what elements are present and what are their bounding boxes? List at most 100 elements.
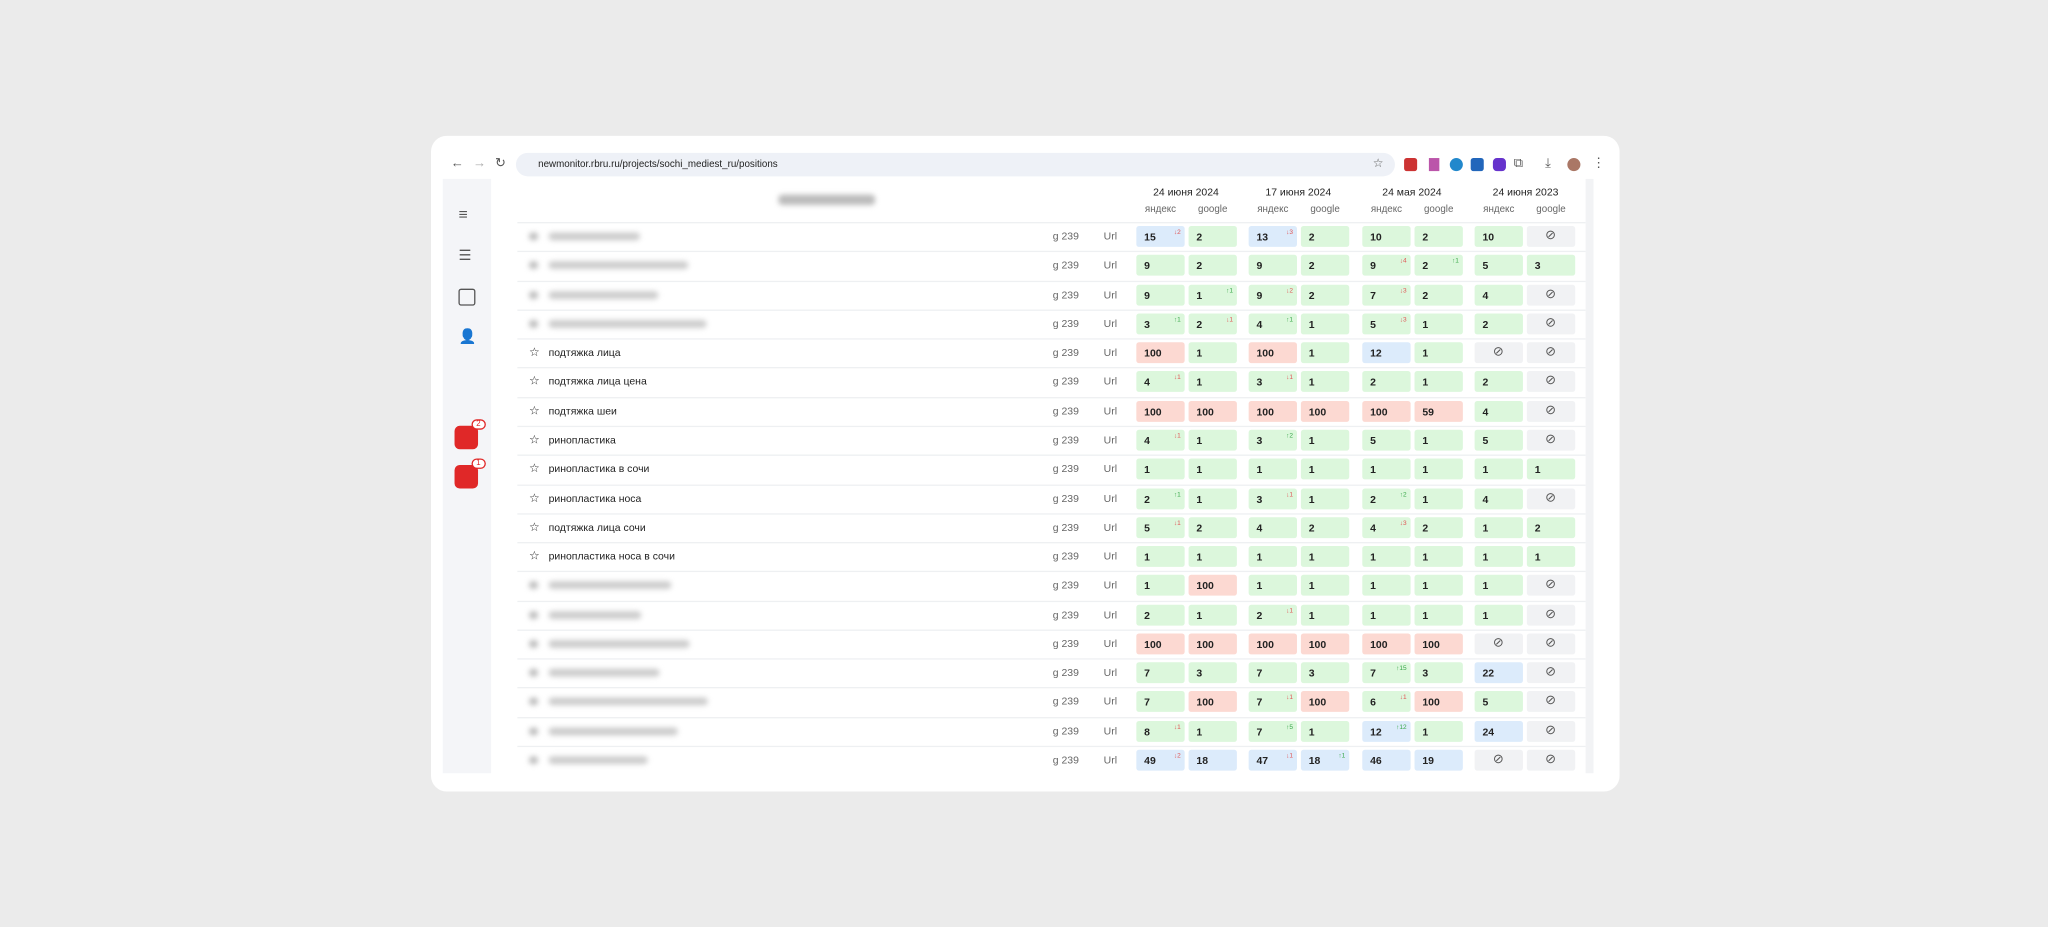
position-cell: 1 <box>1136 458 1185 480</box>
position-value: 4 <box>1370 522 1376 534</box>
star-icon[interactable]: ☆ <box>528 374 540 388</box>
empty-icon: ⊘ <box>1545 228 1557 243</box>
notification-badge[interactable]: 2 <box>454 419 486 450</box>
user-icon[interactable]: 👤 <box>458 329 477 345</box>
position-cell: 7 ↑5 <box>1248 720 1297 742</box>
blurred-keyword <box>548 698 708 706</box>
url-link[interactable]: Url <box>1103 579 1118 592</box>
position-value: 1 <box>1196 493 1203 505</box>
position-value: 100 <box>1308 405 1327 418</box>
menu-icon[interactable]: ≡ <box>458 205 468 224</box>
bookmark-star[interactable]: ☆ <box>1372 156 1384 170</box>
row-divider <box>517 542 1586 544</box>
url-link[interactable]: Url <box>1103 725 1118 737</box>
star-icon[interactable]: ☆ <box>528 549 540 563</box>
position-value: 1 <box>1482 522 1489 534</box>
star-icon[interactable]: ☆ <box>528 432 540 446</box>
url-link[interactable]: Url <box>1103 463 1118 476</box>
row-divider <box>517 367 1586 369</box>
position-value: 1 <box>1308 318 1315 331</box>
reload-button[interactable]: ↻ <box>495 156 506 172</box>
url-link[interactable]: Url <box>1103 434 1118 446</box>
position-cell: 1 <box>1474 458 1523 480</box>
position-value: 1 <box>1144 580 1150 593</box>
position-cell: 5 ↓1 <box>1136 516 1185 538</box>
blurred-keyword <box>548 756 648 765</box>
position-value: 3 <box>1256 493 1263 505</box>
engine-header: яндекс <box>1370 203 1403 215</box>
url-link[interactable]: Url <box>1103 667 1118 679</box>
extensions-button[interactable]: ⧉ <box>1513 156 1524 172</box>
position-value: 1 <box>1144 551 1150 564</box>
star-icon[interactable]: ☆ <box>528 491 540 505</box>
url-link[interactable]: Url <box>1103 492 1118 505</box>
profile-avatar[interactable] <box>1567 158 1581 172</box>
url-link[interactable]: Url <box>1103 696 1118 708</box>
url-link[interactable]: Url <box>1103 637 1118 650</box>
forward-button[interactable]: → <box>472 156 486 172</box>
extension-icon[interactable] <box>1470 158 1484 172</box>
url-link[interactable]: Url <box>1103 259 1118 272</box>
back-button[interactable]: ← <box>450 156 464 172</box>
blurred-keyword <box>548 261 689 270</box>
menu-button[interactable]: ⋮ <box>1592 156 1606 172</box>
url-link[interactable]: Url <box>1103 754 1118 767</box>
position-cell: 1 <box>1188 604 1237 626</box>
star-icon[interactable]: ☆ <box>528 462 540 476</box>
add-icon[interactable] <box>458 288 476 306</box>
position-value: 4 <box>1256 522 1263 534</box>
position-cell: 2 <box>1526 516 1576 538</box>
extension-icon[interactable] <box>1449 158 1463 172</box>
position-cell: 2 <box>1474 313 1523 335</box>
empty-icon: ⊘ <box>1545 374 1557 389</box>
address-bar[interactable]: newmonitor.rbru.ru/projects/sochi_medies… <box>515 152 1395 177</box>
position-value: 9 <box>1144 289 1150 302</box>
row-divider <box>517 687 1586 689</box>
star-icon[interactable]: ☆ <box>528 520 540 534</box>
position-value: 3 <box>1196 667 1203 680</box>
url-link[interactable]: Url <box>1103 376 1118 388</box>
url-link[interactable]: Url <box>1103 317 1118 330</box>
url-link[interactable]: Url <box>1103 288 1118 301</box>
position-cell: 9 ↓4 <box>1362 255 1411 276</box>
position-cell: 100 <box>1300 691 1350 713</box>
position-value: 100 <box>1370 638 1388 651</box>
downloads-button[interactable]: ⤓ <box>1545 156 1551 172</box>
url-link[interactable]: Url <box>1103 521 1118 534</box>
position-cell: ⊘ <box>1526 313 1576 335</box>
url-link[interactable]: Url <box>1103 405 1118 417</box>
position-cell: 1 <box>1300 429 1350 451</box>
extension-icon[interactable] <box>1404 158 1418 172</box>
extension-icon[interactable] <box>1492 158 1506 172</box>
blurred-header <box>778 194 876 206</box>
position-cell: ⊘ <box>1474 633 1523 655</box>
position-value: 8 <box>1144 725 1150 738</box>
position-cell: 1 <box>1474 575 1523 597</box>
engine-header: яндекс <box>1144 203 1177 215</box>
position-value: 7 <box>1256 667 1263 680</box>
url-link[interactable]: Url <box>1103 608 1118 621</box>
position-value: 1 <box>1256 463 1263 476</box>
star-icon[interactable]: ☆ <box>528 403 540 417</box>
url-link[interactable]: Url <box>1103 230 1118 243</box>
position-value: 2 <box>1482 376 1489 389</box>
blurred-icon <box>528 581 539 590</box>
position-cell: ⊘ <box>1526 342 1576 364</box>
position-cell: 6 ↓1 <box>1362 691 1411 713</box>
row-divider <box>517 658 1586 660</box>
position-cell: 1 <box>1414 458 1463 480</box>
url-link[interactable]: Url <box>1103 346 1118 359</box>
position-cell: 100 <box>1188 633 1237 655</box>
warning-badge[interactable]: 1 <box>454 458 486 489</box>
position-delta: ↓1 <box>1286 694 1294 702</box>
position-cell: 1 <box>1414 546 1463 567</box>
position-cell: 100 <box>1188 575 1237 597</box>
blurred-icon <box>528 698 539 706</box>
blurred-keyword <box>548 610 642 619</box>
list-icon[interactable]: ☰ <box>458 248 472 264</box>
extension-icon[interactable] <box>1428 158 1440 172</box>
star-icon[interactable]: ☆ <box>528 345 540 359</box>
row-divider <box>517 454 1586 457</box>
position-cell: 1 <box>1188 429 1237 451</box>
url-link[interactable]: Url <box>1103 550 1118 563</box>
